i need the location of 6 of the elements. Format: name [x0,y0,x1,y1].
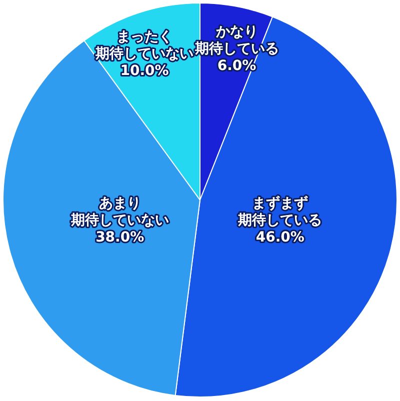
data-label: 38.0% [96,229,144,246]
slice-label: あまり期待していない [70,195,169,228]
slice-label: まったく期待していない [94,28,194,62]
data-label: 46.0% [256,229,304,246]
slice-label: まずまず期待している [237,195,322,228]
data-label: 10.0% [120,62,169,79]
